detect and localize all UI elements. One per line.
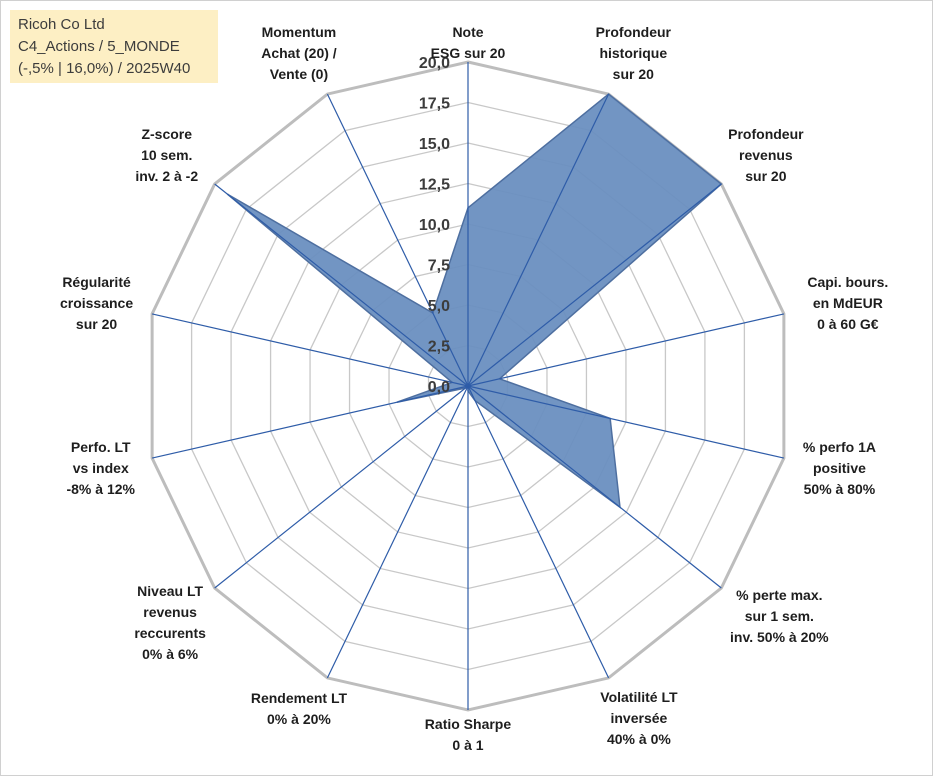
axis-label-9-line-3: 0% à 6% — [142, 645, 199, 662]
axis-label-11: Régularité croissance sur 20 — [54, 272, 140, 335]
axis-label-5-line-0: % perte max. — [736, 586, 823, 603]
title-category: C4_Actions / 5_MONDE — [18, 38, 180, 55]
axis-label-5-line-2: inv. 50% à 20% — [730, 628, 829, 645]
axis-label-3: Capi. bours. en MdEUR 0 à 60 G€ — [796, 272, 899, 335]
axis-spoke-2 — [467, 183, 722, 387]
axis-label-4: % perfo 1A positive 50% à 80% — [796, 437, 882, 500]
axis-label-1-line-2: sur 20 — [612, 65, 654, 82]
axis-label-4-line-0: % perfo 1A — [802, 438, 876, 455]
axis-label-1: Profondeur historique sur 20 — [590, 22, 676, 85]
axis-label-13-line-0: Momentum — [261, 23, 337, 40]
axis-label-4-line-1: positive — [812, 459, 866, 476]
series-area-0 — [226, 93, 723, 509]
axis-label-12-line-1: 10 sem. — [141, 147, 193, 164]
axis-label-3-line-0: Capi. bours. — [807, 274, 889, 291]
axis-label-11-line-2: sur 20 — [75, 316, 118, 333]
axis-label-7-line-0: Ratio Sharpe — [424, 716, 512, 732]
axis-label-11-line-1: croissance — [59, 295, 134, 312]
chart-title-box: Ricoh Co Ltd C4_Actions / 5_MONDE (-,5% … — [10, 10, 218, 83]
radar-spokes — [151, 62, 785, 710]
axis-label-13-line-2: Vente (0) — [269, 65, 329, 82]
axis-label-12-line-2: inv. 2 à -2 — [135, 168, 199, 185]
axis-label-12-line-0: Z-score — [141, 126, 193, 143]
axis-label-10: Perfo. LT vs index -8% à 12% — [62, 437, 139, 500]
axis-label-10-line-1: vs index — [72, 459, 129, 476]
axis-label-10-line-2: -8% à 12% — [66, 480, 135, 497]
radar-series — [226, 93, 723, 509]
axis-label-6-line-1: inversée — [610, 710, 668, 727]
axis-label-9-line-1: revenus — [143, 603, 197, 620]
tick-label-1: 2,5 — [428, 339, 450, 356]
tick-label-4: 10,0 — [419, 217, 450, 234]
axis-label-13-line-1: Achat (20) / — [261, 44, 337, 61]
axis-label-0-line-0: Note — [452, 24, 484, 40]
axis-spoke-13 — [326, 93, 469, 387]
axis-label-2-line-1: revenus — [739, 147, 793, 164]
axis-label-7-line-1: 0 à 1 — [452, 737, 484, 753]
axis-label-8-line-1: 0% à 20% — [267, 711, 331, 728]
axis-spoke-6 — [467, 385, 610, 679]
axis-label-7: Ratio Sharpe 0 à 1 — [416, 714, 519, 756]
axis-spoke-1 — [467, 93, 610, 387]
axis-spoke-8 — [326, 385, 469, 679]
axis-label-1-line-0: Profondeur — [595, 23, 672, 40]
axis-spoke-12 — [214, 183, 469, 387]
axis-label-2: Profondeur revenus sur 20 — [723, 124, 809, 187]
axis-label-6: Volatilité LT inversée 40% à 0% — [583, 687, 695, 750]
axis-label-3-line-1: en MdEUR — [812, 295, 883, 312]
axis-label-13: Momentum Achat (20) / Vente (0) — [247, 22, 350, 85]
axis-label-9-line-0: Niveau LT — [137, 582, 204, 599]
axis-label-0-line-1: ESG sur 20 — [430, 45, 506, 61]
title-params: (-,5% | 16,0%) / 2025W40 — [18, 60, 191, 77]
axis-label-6-line-2: 40% à 0% — [606, 731, 671, 748]
tick-label-0: 0,0 — [428, 379, 450, 396]
axis-spoke-9 — [214, 385, 469, 589]
axis-label-11-line-0: Régularité — [62, 274, 131, 291]
axis-label-5: % perte max. sur 1 sem. inv. 50% à 20% — [719, 585, 839, 648]
axis-label-10-line-0: Perfo. LT — [70, 438, 131, 455]
axis-label-9-line-2: reccurents — [134, 624, 206, 641]
axis-label-0: Note ESG sur 20 — [425, 22, 511, 64]
axis-label-9: Niveau LT revenus reccurents 0% à 6% — [127, 581, 213, 665]
axis-spoke-11 — [151, 313, 469, 387]
tick-label-6: 15,0 — [419, 136, 450, 153]
tick-label-7: 17,5 — [419, 96, 450, 113]
axis-label-3-line-2: 0 à 60 G€ — [817, 316, 879, 333]
axis-label-8: Rendement LT 0% à 20% — [247, 688, 350, 730]
axis-spoke-4 — [467, 385, 785, 459]
axis-label-8-line-0: Rendement LT — [250, 690, 348, 707]
tick-label-5: 12,5 — [419, 177, 450, 194]
axis-label-4-line-2: 50% à 80% — [803, 480, 876, 497]
tick-label-8: 20,0 — [419, 55, 450, 72]
tick-label-3: 7,5 — [428, 258, 450, 275]
tick-label-2: 5,0 — [428, 298, 450, 315]
axis-spoke-3 — [467, 313, 785, 387]
axis-spoke-10 — [151, 385, 469, 459]
axis-label-2-line-0: Profondeur — [728, 126, 804, 143]
title-company: Ricoh Co Ltd — [18, 16, 105, 33]
axis-spoke-5 — [467, 385, 722, 589]
axis-label-6-line-0: Volatilité LT — [600, 689, 678, 706]
axis-label-1-line-1: historique — [599, 44, 668, 61]
axis-label-2-line-2: sur 20 — [745, 168, 787, 185]
radial-tick-labels: 0,0 2,5 5,0 7,5 10,0 12,5 15,0 17,5 20,0 — [419, 55, 450, 396]
axis-label-5-line-1: sur 1 sem. — [744, 607, 814, 624]
axis-label-12: Z-score 10 sem. inv. 2 à -2 — [119, 124, 214, 187]
